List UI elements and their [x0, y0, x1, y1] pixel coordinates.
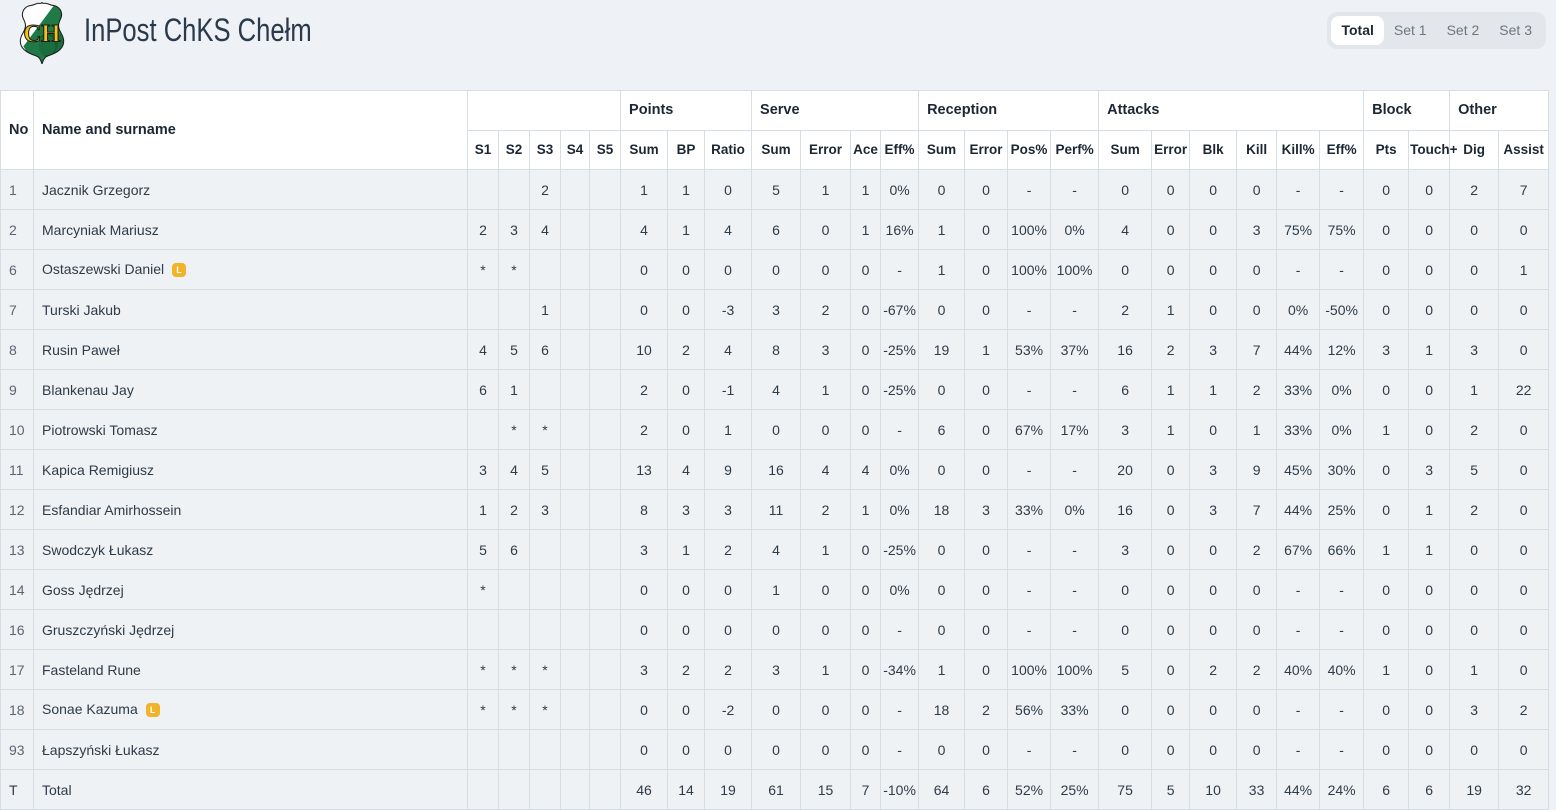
svg-text:CH: CH [23, 20, 60, 47]
